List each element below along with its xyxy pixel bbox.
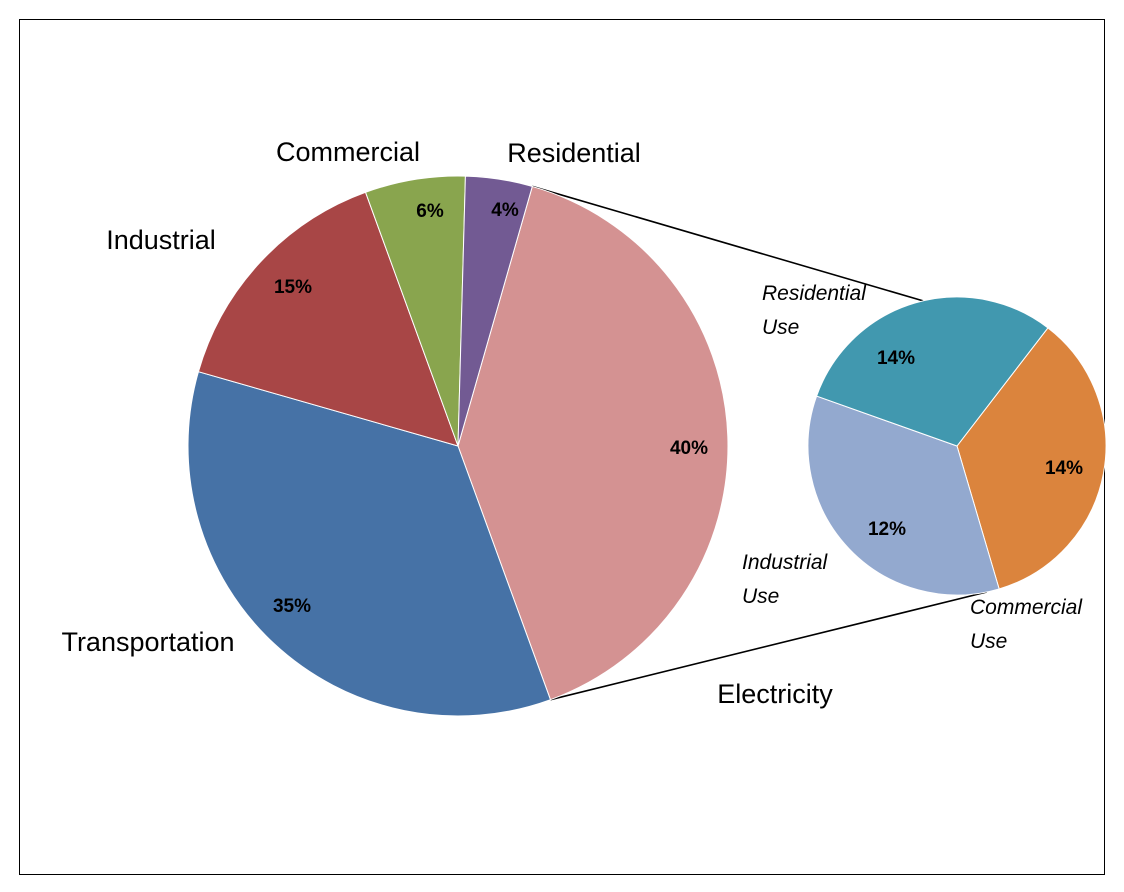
value-label-residential: 4% bbox=[491, 200, 519, 221]
value-label-residential-use: 14% bbox=[877, 348, 915, 369]
category-label-residential-use: Residential Use bbox=[762, 282, 867, 339]
value-label-industrial: 15% bbox=[274, 277, 312, 298]
category-label-electricity: Electricity bbox=[717, 679, 833, 709]
category-label-residential: Residential bbox=[507, 138, 641, 168]
category-label-industrial-use: Industrial Use bbox=[742, 551, 829, 608]
category-label-industrial: Industrial bbox=[106, 225, 216, 255]
connector-line-top bbox=[532, 185, 924, 302]
slice-industrial-use bbox=[815, 296, 1049, 447]
value-label-commercial: 6% bbox=[416, 201, 444, 222]
value-label-transportation: 35% bbox=[273, 596, 311, 617]
slice-residential bbox=[457, 175, 533, 447]
labels: 40% Electricity 35% Transportation 15% Indust… bbox=[61, 137, 1083, 709]
category-label-transportation: Transportation bbox=[61, 627, 234, 657]
connector-lines bbox=[532, 185, 987, 701]
category-label-commercial-use: Commercial Use bbox=[970, 596, 1083, 653]
main-pie bbox=[187, 175, 729, 717]
connector-line-bottom bbox=[550, 591, 987, 701]
value-label-commercial-use: 14% bbox=[1045, 458, 1083, 479]
slice-industrial bbox=[197, 191, 459, 447]
category-label-commercial: Commercial bbox=[276, 137, 420, 167]
slice-electricity bbox=[457, 185, 729, 701]
slice-residential-use bbox=[956, 327, 1107, 590]
value-label-industrial-use: 12% bbox=[868, 519, 906, 540]
slice-transportation bbox=[187, 371, 552, 717]
slice-commercial-use bbox=[807, 395, 1000, 596]
value-label-electricity: 40% bbox=[670, 438, 708, 459]
secondary-pie bbox=[807, 296, 1107, 596]
